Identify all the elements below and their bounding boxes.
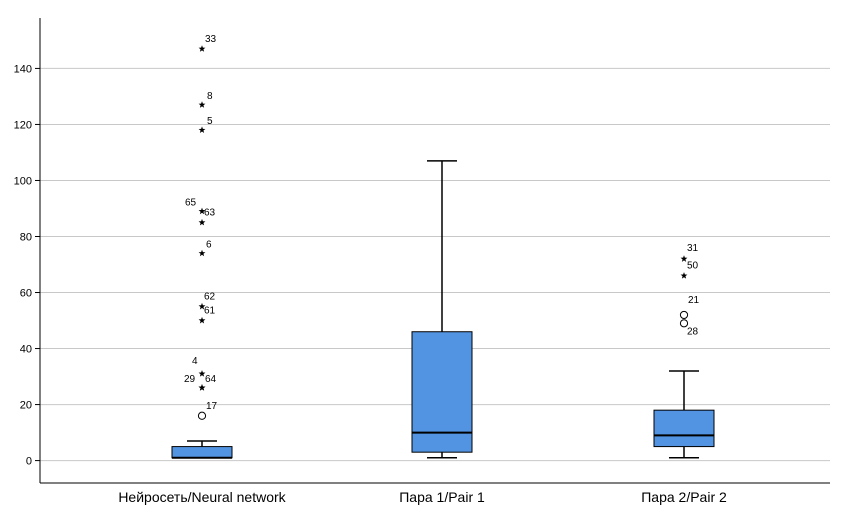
axes [39,18,830,484]
x-axis-categories: Нейросеть/Neural network Пара 1/Pair 1 Пар… [118,489,727,505]
outlier-label: 33 [205,34,217,45]
iqr-box [653,409,715,448]
y-tick-label: 60 [20,288,32,300]
outlier-star [198,302,206,310]
outlier-star [198,45,206,52]
outlier-circle [197,411,207,420]
outlier-label: 65 [185,197,197,208]
box-1: 17 64 29 4 61 62 6 63 65 5 8 33 [171,34,233,459]
outlier-star [198,370,206,377]
y-tick-label: 20 [20,400,32,412]
outlier-label: 21 [688,295,700,306]
y-tick-label: 120 [14,119,32,131]
outlier-label: 28 [687,326,699,337]
outlier-star [680,255,688,262]
y-tick-label: 100 [14,175,32,187]
outlier-label: 31 [687,243,699,254]
boxes: 17 64 29 4 61 62 6 63 65 5 8 33 28 21 50 31 [171,34,715,459]
outlier-label: 29 [184,374,196,385]
outlier-star [680,272,688,279]
outlier-label: 8 [207,91,213,102]
outlier-star [198,207,206,215]
iqr-box [411,331,473,453]
outlier-star [198,316,206,324]
outlier-label: 4 [192,356,198,367]
y-axis-ticks: 0 20 40 60 80 100 120 140 [14,63,40,468]
x-category-label: Нейросеть/Neural network [118,489,286,505]
outlier-label: 63 [204,207,216,218]
outlier-circle [679,310,689,320]
outlier-star [198,218,206,226]
outlier-label: 6 [206,239,212,250]
y-tick-label: 40 [20,344,32,356]
outlier-star [198,101,206,108]
y-tick-label: 0 [26,456,32,468]
outlier-star [198,384,206,391]
outlier-label: 64 [205,374,217,385]
outlier-circle [679,319,689,328]
box-2 [411,160,473,459]
x-category-label: Пара 1/Pair 1 [399,489,485,505]
x-category-label: Пара 2/Pair 2 [641,489,727,505]
box-3: 28 21 50 31 [653,243,715,459]
outlier-star [198,126,206,133]
outlier-label: 17 [206,401,218,412]
y-tick-label: 80 [20,231,32,243]
y-tick-label: 140 [14,63,32,75]
outlier-star [198,249,206,257]
outlier-label: 50 [687,261,699,272]
outlier-label: 62 [204,292,216,303]
iqr-box [171,446,233,459]
outlier-label: 61 [204,306,216,317]
outlier-label: 5 [207,116,213,127]
